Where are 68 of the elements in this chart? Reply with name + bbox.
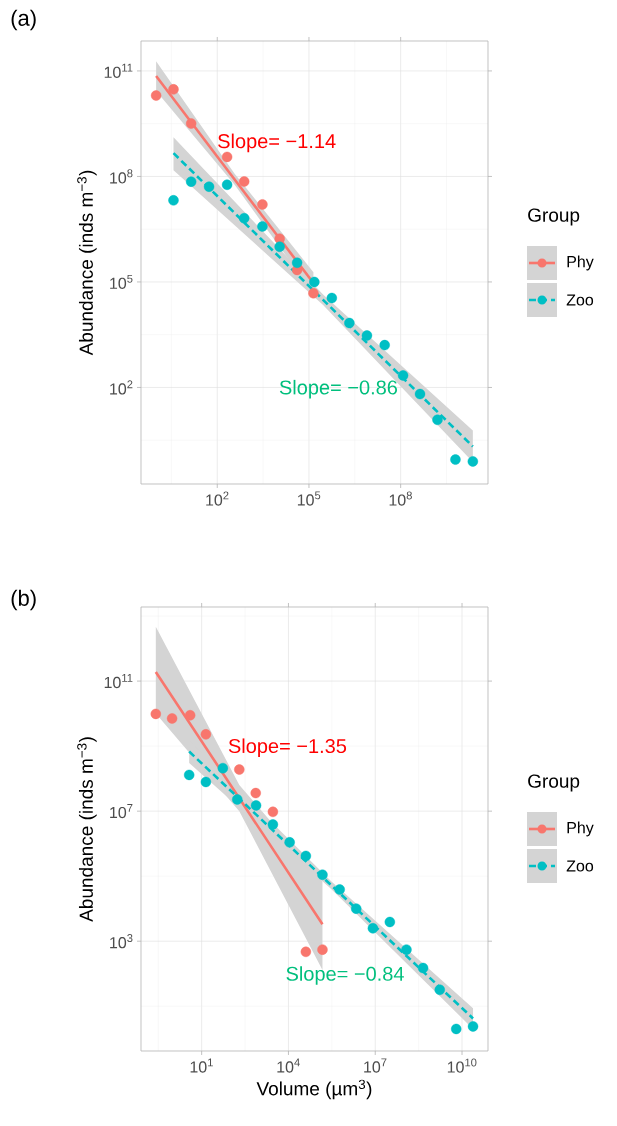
point [185,176,197,187]
point [203,181,215,192]
y-axis-title: Abundance (inds m$^{−3}$) [77,737,97,922]
point [274,241,285,252]
y-tick-label: 10$^{2}$ [110,380,133,395]
point [467,456,479,467]
point [384,916,396,928]
point [432,414,443,426]
legend-label: Phy [567,255,594,271]
point [451,1023,462,1035]
point [267,819,279,830]
point [450,454,461,465]
point [257,221,268,232]
x-tick-label: 10$^{1}$ [190,1058,213,1073]
point [257,199,268,210]
point [401,944,412,955]
chart-title: (b) [11,589,36,611]
point [326,292,338,304]
legend-title: Group [528,774,580,792]
x-tick-label: 10$^{2}$ [206,491,229,506]
point [168,195,179,206]
point [300,850,312,862]
y-tick-label: 10$^{7}$ [110,804,133,819]
point [232,794,243,805]
x-tick-label: 10$^{7}$ [364,1058,387,1073]
point [379,339,390,351]
point [291,257,303,269]
point [309,276,320,288]
point [351,903,362,914]
x-tick-label: 10$^{10}$ [447,1058,477,1073]
point [238,176,250,187]
y-tick-label: 10$^{8}$ [110,169,133,184]
point [467,1021,479,1032]
point [397,370,409,381]
annotation: Slope= −1.14 [218,133,336,153]
point [200,776,212,788]
y-tick-label: 10$^{3}$ [110,934,133,949]
x-axis-title: Volume (µm$^{3}$) [256,1079,372,1100]
point [221,179,233,190]
y-tick-label: 10$^{11}$ [104,63,133,78]
legend-label: Zoo [566,860,594,872]
x-tick-label: 10$^{8}$ [389,491,412,506]
point [308,287,319,299]
point [217,762,229,774]
y-tick-label: 10$^{5}$ [110,274,133,290]
point [334,884,345,895]
annotation: Slope= −0.84 [286,966,404,985]
point [250,800,262,811]
x-tick-label: 10$^{4}$ [277,1058,300,1073]
point [417,962,429,974]
point [317,869,328,881]
annotation: Slope= −0.86 [279,379,398,399]
point [367,923,379,934]
point [284,837,295,848]
point [434,984,445,995]
point [361,330,373,341]
legend-label: Phy [567,821,594,837]
y-tick-label: 10$^{11}$ [104,674,133,689]
chart-title: (a) [11,9,36,31]
point [414,388,426,400]
point [344,317,355,329]
legend-title: Group [528,208,580,226]
point [183,769,195,781]
x-tick-label: 10$^{5}$ [297,491,321,506]
annotation: Slope= −1.35 [228,738,347,758]
y-axis-title: Abundance (inds m$^{−3}$) [77,170,97,356]
legend-label: Zoo [566,294,594,306]
point [238,212,250,224]
